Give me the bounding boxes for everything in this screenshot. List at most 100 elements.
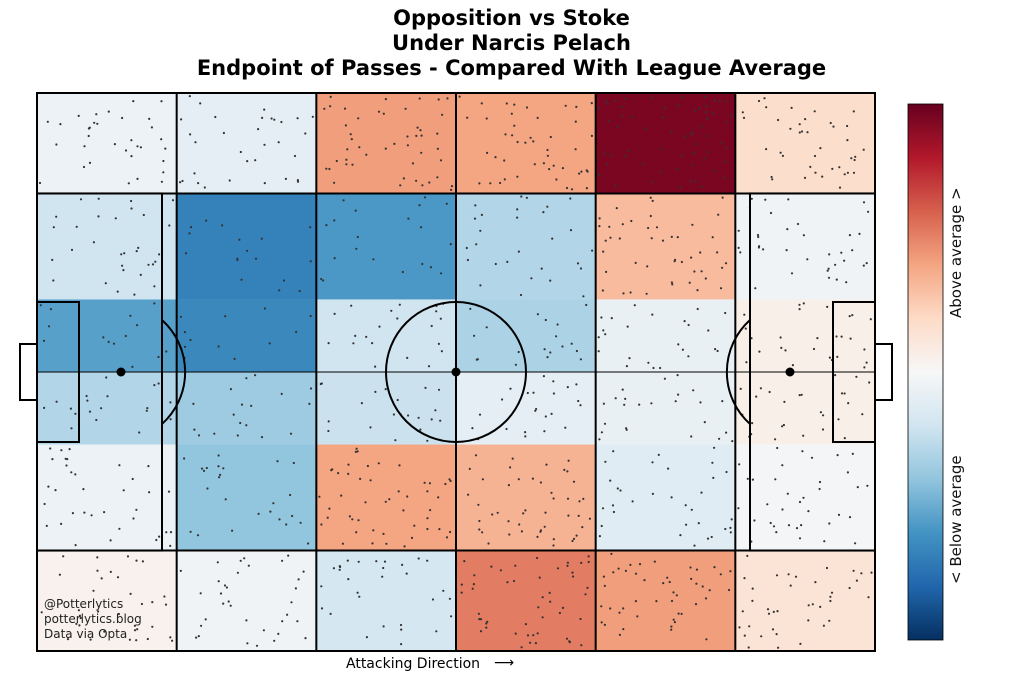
pass-endpoint-dot — [474, 204, 477, 207]
pass-endpoint-dot — [690, 435, 693, 438]
pass-endpoint-dot — [327, 342, 330, 345]
pass-endpoint-dot — [676, 168, 679, 171]
pass-endpoint-dot — [95, 113, 98, 116]
pass-endpoint-dot — [863, 348, 866, 351]
pass-endpoint-dot — [713, 169, 716, 172]
pass-endpoint-dot — [813, 110, 816, 113]
pass-endpoint-dot — [619, 489, 622, 492]
pass-endpoint-dot — [243, 557, 246, 560]
pass-endpoint-dot — [543, 348, 546, 351]
pass-endpoint-dot — [609, 607, 612, 610]
pass-endpoint-dot — [333, 312, 336, 315]
pass-endpoint-dot — [509, 466, 512, 469]
pass-endpoint-dot — [542, 375, 546, 378]
pass-endpoint-dot — [203, 186, 206, 189]
pass-endpoint-dot — [677, 393, 680, 396]
pass-endpoint-dot — [222, 131, 225, 135]
pass-endpoint-dot — [512, 579, 516, 583]
pass-endpoint-dot — [580, 170, 583, 173]
pass-endpoint-dot — [333, 181, 336, 184]
pass-endpoint-dot — [517, 250, 521, 253]
pass-endpoint-dot — [294, 587, 297, 590]
pass-endpoint-dot — [649, 214, 652, 218]
pass-endpoint-dot — [840, 335, 843, 338]
pass-endpoint-dot — [561, 606, 565, 610]
pass-endpoint-dot — [729, 570, 732, 573]
pass-endpoint-dot — [712, 476, 715, 479]
pass-endpoint-dot — [131, 365, 134, 368]
pass-endpoint-dot — [652, 366, 655, 370]
pass-endpoint-dot — [591, 249, 594, 252]
pass-endpoint-dot — [322, 279, 325, 282]
pass-endpoint-dot — [221, 224, 224, 227]
pass-endpoint-dot — [681, 348, 685, 351]
pass-endpoint-dot — [710, 535, 713, 539]
pass-endpoint-dot — [428, 482, 431, 485]
pass-endpoint-dot — [437, 98, 440, 101]
pass-endpoint-dot — [861, 413, 864, 416]
pass-endpoint-dot — [785, 249, 788, 252]
pass-endpoint-dot — [439, 317, 442, 320]
pass-endpoint-dot — [544, 415, 547, 418]
pass-endpoint-dot — [760, 635, 763, 638]
pass-endpoint-dot — [552, 392, 556, 395]
pass-endpoint-dot — [866, 484, 869, 487]
pass-endpoint-dot — [74, 473, 77, 476]
pass-endpoint-dot — [197, 182, 200, 185]
pass-endpoint-dot — [549, 279, 552, 282]
pass-endpoint-dot — [478, 182, 481, 185]
pass-endpoint-dot — [431, 598, 435, 601]
pass-endpoint-dot — [567, 514, 570, 517]
pass-endpoint-dot — [193, 172, 196, 175]
pass-endpoint-dot — [590, 102, 593, 105]
pass-endpoint-dot — [624, 569, 628, 573]
pass-endpoint-dot — [567, 459, 570, 462]
pass-endpoint-dot — [743, 634, 746, 637]
pass-endpoint-dot — [689, 133, 693, 136]
pass-endpoint-dot — [116, 290, 119, 293]
pass-endpoint-dot — [840, 251, 843, 254]
pass-endpoint-dot — [618, 237, 621, 240]
pass-endpoint-dot — [818, 480, 822, 484]
pass-endpoint-dot — [77, 609, 80, 612]
pass-endpoint-dot — [790, 106, 793, 109]
pass-endpoint-dot — [335, 159, 338, 163]
pass-endpoint-dot — [86, 399, 89, 402]
pass-endpoint-dot — [765, 148, 768, 151]
pass-endpoint-dot — [846, 471, 850, 474]
zone-cell-r3-c5 — [735, 372, 875, 445]
pass-endpoint-dot — [219, 473, 222, 476]
pass-endpoint-dot — [525, 196, 529, 199]
pass-endpoint-dot — [55, 215, 58, 218]
pass-endpoint-dot — [404, 107, 407, 110]
pass-endpoint-dot — [460, 591, 463, 594]
pass-endpoint-dot — [716, 251, 719, 254]
pass-endpoint-dot — [603, 584, 606, 588]
credit-blog: potterlytics.blog — [44, 612, 142, 626]
pass-endpoint-dot — [485, 326, 488, 329]
pass-endpoint-dot — [706, 117, 709, 120]
pass-endpoint-dot — [834, 263, 837, 266]
pass-endpoint-dot — [705, 104, 708, 107]
pass-endpoint-dot — [814, 581, 817, 584]
pass-endpoint-dot — [285, 523, 288, 526]
pass-endpoint-dot — [663, 106, 666, 109]
pass-endpoint-dot — [229, 388, 232, 391]
pass-endpoint-dot — [441, 113, 444, 116]
pass-endpoint-dot — [485, 622, 488, 625]
pass-endpoint-dot — [398, 464, 401, 467]
pass-endpoint-dot — [679, 186, 682, 189]
pass-endpoint-dot — [574, 148, 577, 151]
pass-endpoint-dot — [738, 463, 741, 466]
pass-endpoint-dot — [332, 567, 335, 570]
pass-endpoint-dot — [142, 213, 145, 217]
pass-endpoint-dot — [741, 610, 744, 613]
pass-endpoint-dot — [349, 133, 352, 136]
pass-endpoint-dot — [724, 262, 728, 265]
zone-cell-r2-c1 — [176, 299, 317, 372]
pass-endpoint-dot — [326, 516, 329, 519]
pass-endpoint-dot — [416, 126, 419, 129]
pass-endpoint-dot — [490, 565, 493, 568]
pass-endpoint-dot — [224, 315, 227, 318]
